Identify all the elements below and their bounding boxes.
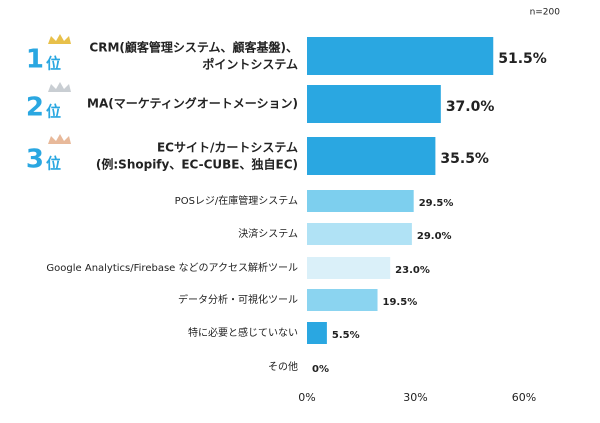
x-tick-label: 60% — [512, 391, 536, 404]
value-label: 29.5% — [419, 198, 454, 209]
value-label: 5.5% — [332, 330, 360, 341]
bar — [307, 322, 327, 344]
x-tick-label: 30% — [403, 391, 427, 404]
value-label: 19.5% — [383, 297, 418, 308]
bar — [307, 190, 414, 212]
bar — [307, 37, 494, 75]
value-label: 37.0% — [446, 99, 495, 115]
value-label: 35.5% — [440, 151, 489, 167]
category-label: ECサイト/カートシステム(例:Shopify、EC-CUBE、独自EC) — [96, 140, 298, 171]
category-label: 特に必要と感じていない — [188, 326, 298, 339]
value-label: 0% — [312, 364, 329, 375]
rank-unit: 位 — [46, 55, 61, 73]
bar — [307, 257, 391, 279]
crown-silver — [48, 82, 71, 92]
crowns — [48, 34, 71, 144]
sample-note: n=200 — [530, 8, 561, 18]
bar — [307, 223, 412, 245]
rank-number: 3 — [26, 145, 44, 175]
category-label: Google Analytics/Firebase などのアクセス解析ツール — [46, 261, 298, 274]
rank-unit: 位 — [46, 155, 61, 173]
rank-unit: 位 — [46, 103, 61, 121]
category-label: POSレジ/在庫管理システム — [175, 194, 298, 207]
rank-number: 2 — [26, 93, 44, 123]
value-label: 29.0% — [417, 231, 452, 242]
category-label: 決済システム — [238, 227, 298, 240]
crown-gold — [48, 34, 71, 44]
category-label: データ分析・可視化ツール — [178, 293, 298, 306]
value-label: 51.5% — [498, 51, 547, 67]
bar — [307, 85, 441, 123]
bar — [307, 289, 378, 311]
bar — [307, 137, 436, 175]
x-tick-label: 0% — [298, 391, 315, 404]
crown-bronze — [48, 134, 71, 144]
category-label: MA(マーケティングオートメーション) — [87, 96, 298, 111]
category-label: その他 — [268, 360, 298, 373]
category-label: CRM(顧客管理システム、顧客基盤)、ポイントシステム — [89, 39, 298, 71]
value-label: 23.0% — [395, 265, 430, 276]
rank-number: 1 — [26, 45, 44, 75]
